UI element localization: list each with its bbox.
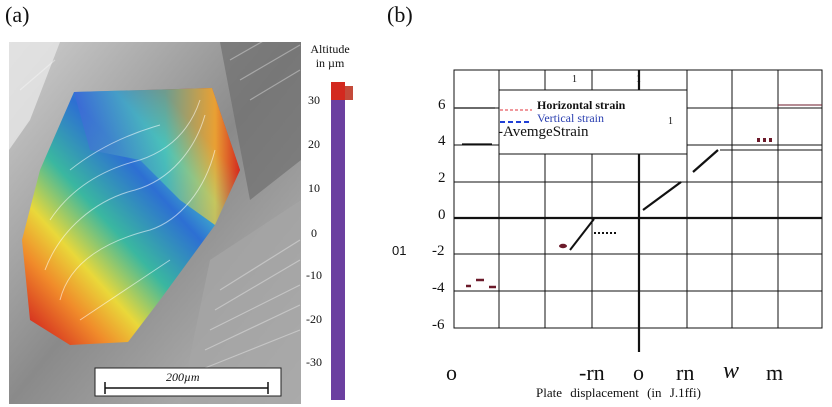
scale-bar-box [94, 367, 282, 397]
altitude-title: Altitude in µm [300, 42, 360, 70]
x-tick: w [723, 358, 740, 384]
average-strain-segment [642, 181, 682, 211]
altitude-tick: 0 [311, 226, 317, 240]
altitude-tick: -30 [306, 355, 322, 369]
y-tick: 4 [438, 133, 446, 149]
y-tick: 0 [438, 207, 446, 223]
y-tick: 2 [438, 170, 446, 186]
x-tick: rn [676, 360, 695, 385]
legend-horizontal-label: Horizontal strain [537, 98, 626, 112]
x-tick: o [633, 360, 644, 385]
x-tick: m [766, 360, 784, 385]
altitude-tick: -20 [306, 312, 322, 326]
x-tick: o [446, 360, 457, 385]
legend-stray-3: 1 [668, 116, 673, 127]
altitude-colorbar [331, 82, 345, 400]
y-tick: 6 [438, 97, 446, 113]
x-tick: -rn [579, 360, 605, 385]
data-marker [559, 243, 567, 249]
x-axis-label: Plate displacement (in J.1ffi) [536, 385, 701, 400]
altitude-tick: -10 [306, 268, 322, 282]
altitude-title-line2: in µm [315, 56, 345, 70]
average-strain-segment [569, 218, 595, 251]
y-axis-label: 01 [392, 243, 407, 258]
altitude-tick: 20 [308, 137, 320, 151]
altitude-title-line1: Altitude [310, 42, 350, 56]
legend-stray-1: 1 [572, 74, 577, 85]
data-marker-group [757, 138, 772, 142]
scale-bar-label: 200µm [166, 370, 200, 384]
y-tick: -6 [432, 317, 445, 333]
average-strain-segment [692, 149, 719, 173]
panel-a-label: (a) [5, 2, 30, 27]
legend-box [498, 89, 688, 155]
altitude-tick: 30 [308, 93, 320, 107]
altitude-tick: 10 [308, 181, 320, 195]
legend-average-label: -AvemgeStrain [498, 124, 589, 140]
y-tick: -4 [432, 280, 445, 296]
panel-b-label: (b) [387, 2, 413, 27]
y-tick: -2 [432, 243, 445, 259]
legend-vertical-label: Vertical strain [537, 111, 604, 125]
legend-stray-2: 1 [636, 74, 641, 85]
data-marker-dash [466, 278, 496, 289]
